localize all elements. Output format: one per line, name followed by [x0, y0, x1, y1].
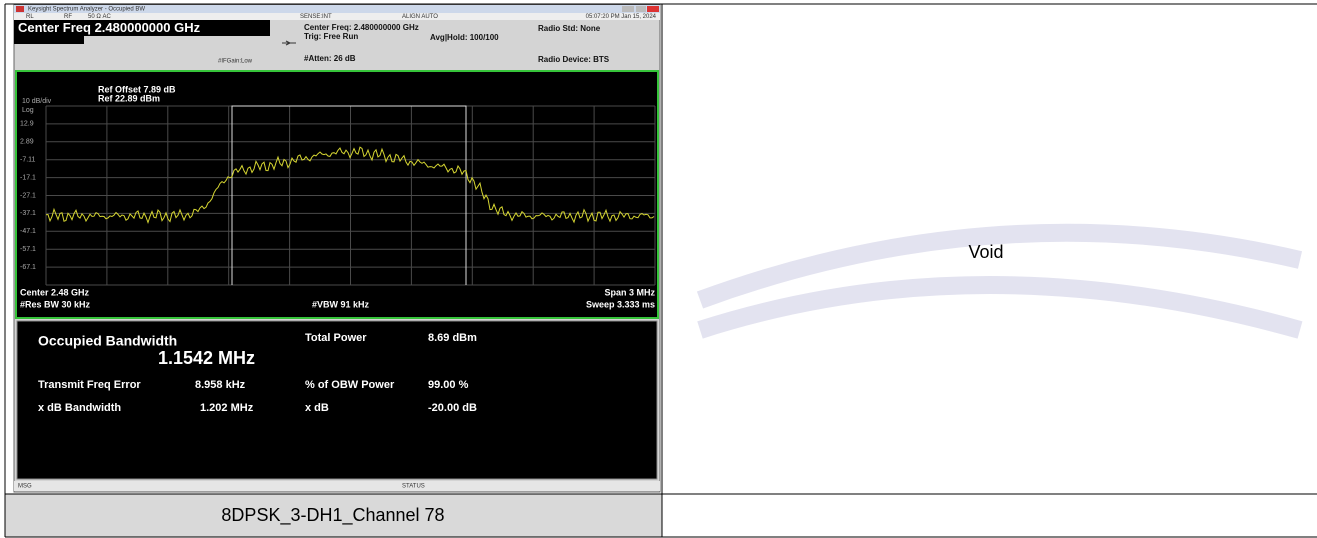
total-power-value: 8.69 dBm	[428, 332, 477, 344]
xdb-value: -20.00 dB	[428, 402, 477, 414]
obw-value: 1.1542 MHz	[158, 348, 255, 368]
y-label: -7.11	[20, 157, 36, 164]
xdb-label: x dB	[305, 402, 329, 414]
page: Void 8DPSK_3-DH1_Channel 78 Keysight Spe…	[0, 0, 1317, 538]
span: Span 3 MHz	[604, 287, 655, 297]
window-button[interactable]	[622, 6, 634, 12]
obw-label: Occupied Bandwidth	[38, 333, 177, 349]
window-button[interactable]	[647, 6, 659, 12]
app-icon	[16, 6, 24, 12]
total-power-label: Total Power	[305, 332, 367, 344]
center-freq-box	[14, 36, 84, 44]
atten: #Atten: 26 dB	[304, 54, 356, 63]
window-button[interactable]	[636, 6, 646, 12]
center-freq-info: Center Freq: 2.480000000 GHz	[304, 23, 419, 32]
y-label: 12.9	[20, 121, 34, 128]
trig: Trig: Free Run	[304, 32, 358, 41]
res-bw: #Res BW 30 kHz	[20, 299, 91, 309]
obw-power-value: 99.00 %	[428, 379, 469, 391]
vbw: #VBW 91 kHz	[312, 299, 370, 309]
status: STATUS	[402, 484, 425, 490]
scale: 10 dB/div	[22, 98, 52, 105]
y-label: -17.1	[20, 174, 36, 181]
if-gain: #IFGain:Low	[218, 59, 253, 65]
xdb-bw-value: 1.202 MHz	[200, 402, 254, 414]
xdb-bw-label: x dB Bandwidth	[38, 402, 121, 414]
footer-bar	[14, 481, 660, 491]
status-timestamp: 05:07:20 PM Jan 15, 2024	[586, 14, 657, 20]
obw-power-label: % of OBW Power	[305, 379, 395, 391]
plot-area	[16, 71, 658, 318]
msg: MSG	[18, 484, 32, 490]
freq-error-value: 8.958 kHz	[195, 379, 246, 391]
window-title: Keysight Spectrum Analyzer - Occupied BW	[28, 7, 145, 13]
status-align: ALIGN AUTO	[402, 14, 438, 20]
center-freq: Center Freq 2.480000000 GHz	[18, 20, 201, 35]
void-label: Void	[968, 242, 1003, 262]
caption: 8DPSK_3-DH1_Channel 78	[221, 505, 444, 526]
y-label: 2.89	[20, 139, 34, 146]
ref-level: Ref 22.89 dBm	[98, 93, 160, 103]
y-label: -37.1	[20, 210, 36, 217]
y-label: -57.1	[20, 246, 36, 253]
sweep: Sweep 3.333 ms	[586, 299, 655, 309]
freq-error-label: Transmit Freq Error	[38, 379, 141, 391]
y-label: -67.1	[20, 264, 36, 271]
radio-std: Radio Std: None	[538, 24, 601, 33]
status-sense: SENSE:INT	[300, 14, 332, 20]
avg-hold: Avg|Hold: 100/100	[430, 33, 499, 42]
y-label: -27.1	[20, 192, 36, 199]
center: Center 2.48 GHz	[20, 287, 90, 297]
status-row	[14, 13, 660, 20]
scale-type: Log	[22, 107, 34, 114]
y-label: -47.1	[20, 228, 36, 235]
radio-device: Radio Device: BTS	[538, 55, 610, 64]
